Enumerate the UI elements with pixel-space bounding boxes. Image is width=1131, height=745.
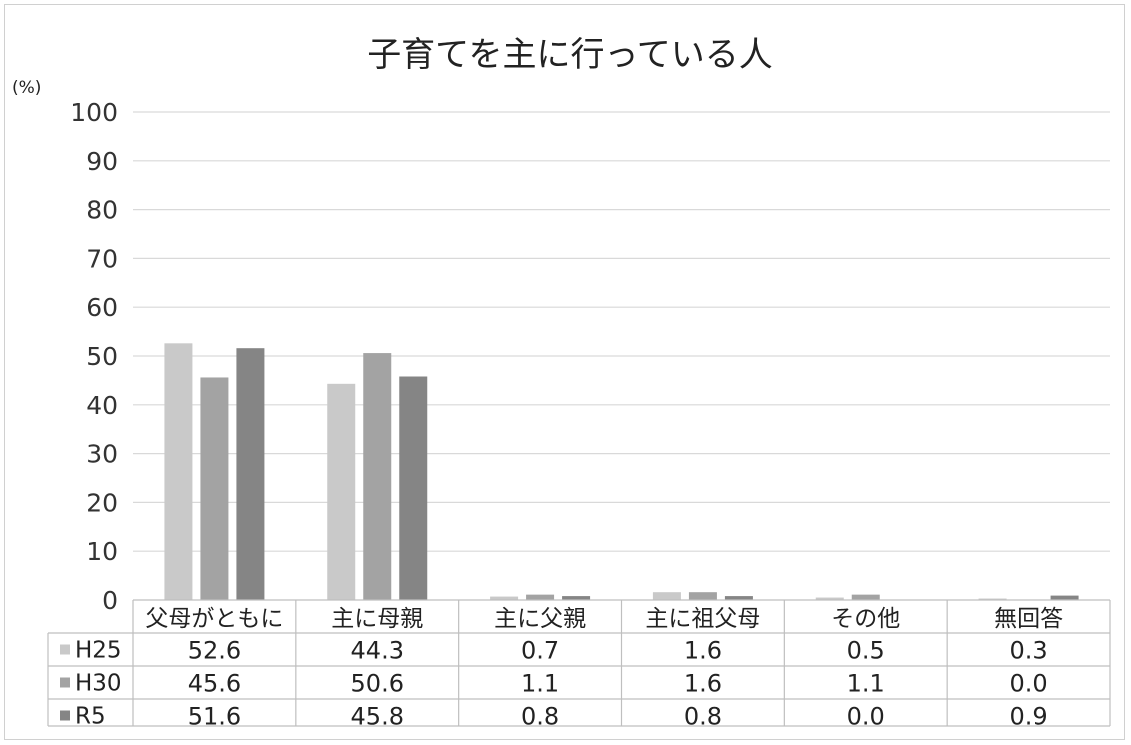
table-cell-value: 0.5 [847,637,885,665]
bar-h25-6 [978,598,1007,600]
y-tick-labels: 0 10 20 30 40 50 60 70 80 90 100 [70,98,118,615]
y-tick-label: 10 [86,537,118,566]
y-tick-label: 70 [86,244,118,273]
bar-r5-6 [1050,595,1079,600]
table-cell-value: 0.8 [521,703,559,731]
bar-h25-5 [815,597,844,600]
y-tick-label: 30 [86,440,118,469]
category-label: 主に父親 [494,606,586,632]
table-cell-value: 52.6 [188,637,241,665]
table-cell-value: 1.6 [684,637,722,665]
bar-h30-5 [851,594,880,600]
bar-h30-1 [200,377,229,600]
data-table: 父母がともに 主に母親 主に父親 主に祖父母 その他 無回答 H25 52.6 44.3 0.7 1… [47,599,1111,731]
legend-key-r5 [60,710,70,721]
category-label: 無回答 [994,606,1063,632]
y-tick-label: 50 [86,342,118,371]
y-tick-label: 40 [86,391,118,420]
table-cell-value: 44.3 [351,637,404,665]
bars [164,343,1079,600]
legend-label-h30: H30 [75,671,122,697]
gridlines [133,111,1110,552]
bar-h30-3 [526,594,555,600]
category-label: その他 [831,606,900,632]
bar-h25-2 [327,383,356,600]
bar-r5-1 [236,348,265,600]
y-tick-label: 100 [70,98,118,127]
bar-h25-3 [490,596,519,600]
table-cell-value: 0.9 [1009,703,1047,731]
bar-r5-4 [724,596,753,600]
y-tick-label: 0 [102,586,118,615]
table-cell-value: 0.8 [684,703,722,731]
category-label: 主に母親 [331,606,423,632]
table-cell-value: 1.6 [684,670,722,698]
bar-r5-2 [399,376,428,600]
table-cell-value: 1.1 [521,670,559,698]
category-label: 父母がともに [145,606,283,632]
bar-h30-4 [688,592,717,600]
bar-h25-4 [652,592,681,600]
legend-label-r5: R5 [75,704,106,730]
table-cell-value: 0.7 [521,637,559,665]
y-tick-label: 90 [86,147,118,176]
table-cell-value: 45.8 [351,703,404,731]
y-tick-label: 80 [86,196,118,225]
category-label: 主に祖父母 [645,606,760,632]
bar-h30-2 [363,353,392,600]
table-cell-value: 0.0 [1009,670,1047,698]
table-cell-value: 0.3 [1009,637,1047,665]
legend-key-h25 [60,644,70,655]
table-cell-value: 0.0 [847,703,885,731]
y-axis-unit-label: (%) [12,78,41,98]
table-cell-value: 50.6 [351,670,404,698]
bar-h25-1 [164,343,193,600]
table-cell-value: 45.6 [188,670,241,698]
y-tick-label: 60 [86,293,118,322]
y-tick-label: 20 [86,488,118,517]
legend-label-h25: H25 [75,638,122,664]
table-cell-value: 51.6 [188,703,241,731]
table-cell-value: 1.1 [847,670,885,698]
legend-key-h30 [60,677,70,688]
chart-title: 子育てを主に行っている人 [367,35,773,75]
bar-r5-3 [562,596,591,600]
